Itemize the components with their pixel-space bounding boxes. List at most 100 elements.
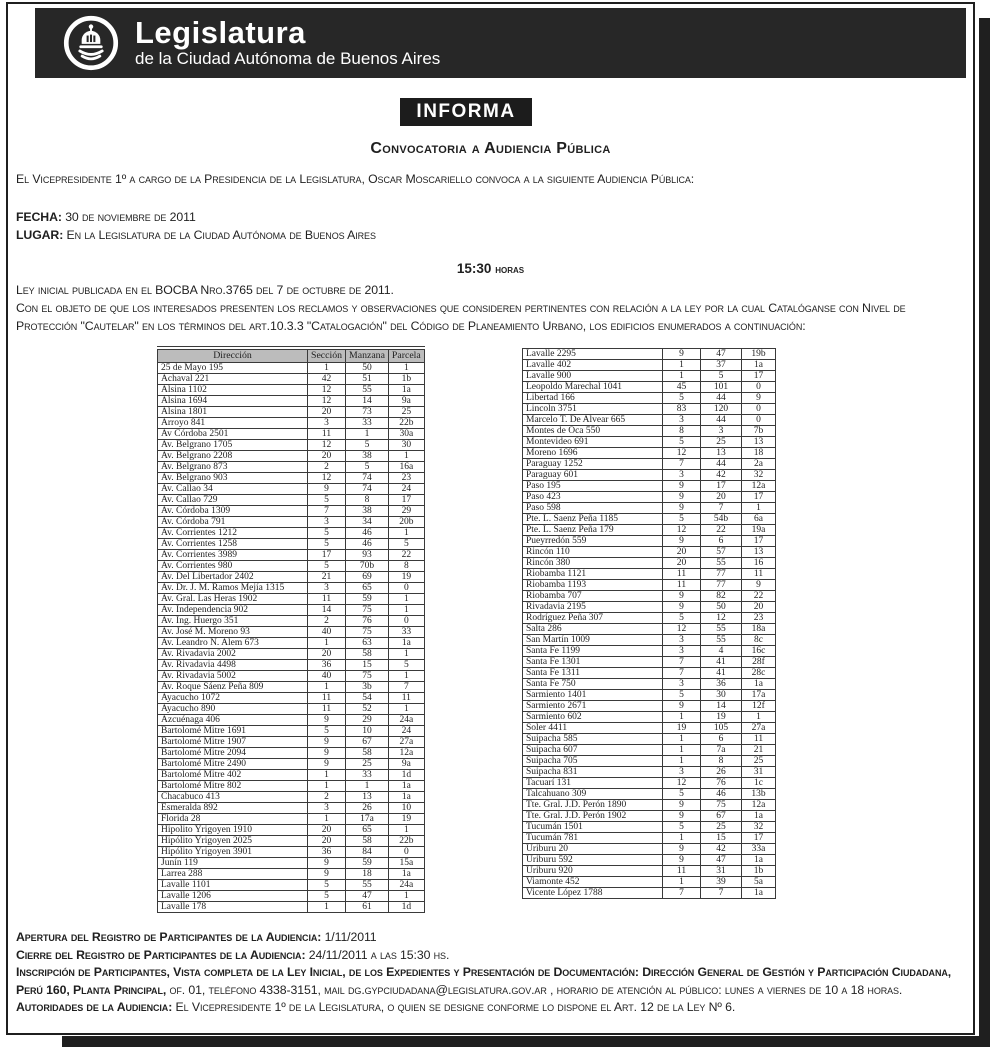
cell-parcela: 9a — [387, 758, 425, 770]
cell-manzana: 25 — [345, 758, 389, 770]
cell-manzana: 46 — [345, 527, 389, 539]
cell-seccion: 20 — [306, 824, 347, 836]
cell-seccion: 3 — [306, 516, 347, 528]
cell-parcela: 0 — [387, 846, 425, 858]
cell-direccion: Florida 28 — [157, 813, 308, 825]
cell-direccion: Bartolomé Mitre 1907 — [157, 736, 308, 748]
table-row: Av. Del Libertador 2402 21 69 19 — [157, 571, 425, 583]
table-row: Av Córdoba 2501 11 1 30a — [157, 428, 425, 440]
table-row: Alsina 1694 12 14 9a — [157, 395, 425, 407]
cell-manzana: 34 — [345, 516, 389, 528]
cell-manzana: 38 — [345, 450, 389, 462]
table-row: Lavalle 178 1 61 1d — [157, 901, 425, 913]
cell-seccion: 9 — [662, 348, 701, 360]
table-row: Lincoln 3751 83 120 0 — [522, 403, 776, 415]
cell-manzana: 5 — [700, 370, 742, 382]
cell-parcela: 5 — [387, 659, 425, 671]
buildings-table-right-wrap: Lavalle 2295 9 47 19b Lavalle 402 1 37 1a Lavall… — [522, 348, 776, 899]
table-row: Av. Corrientes 980 5 70b 8 — [157, 560, 425, 572]
cell-direccion: Tacuarí 131 — [522, 777, 663, 789]
cell-parcela: 13 — [741, 546, 776, 558]
cell-manzana: 41 — [700, 656, 742, 668]
cell-manzana: 12 — [700, 612, 742, 624]
table-row: Av. Corrientes 1258 5 46 5 — [157, 538, 425, 550]
cell-seccion: 19 — [662, 722, 701, 734]
legislatura-logo-icon — [63, 15, 119, 71]
table-row: Av. Independencia 902 14 75 1 — [157, 604, 425, 616]
doc-title: Convocatoria a Audiencia Pública — [370, 140, 611, 157]
cell-manzana: 7a — [700, 744, 742, 756]
cell-manzana: 25 — [700, 436, 742, 448]
table-row: Leopoldo Marechal 1041 45 101 0 — [522, 381, 776, 393]
cell-seccion: 5 — [662, 821, 701, 833]
table-row: Junín 119 9 59 15a — [157, 857, 425, 869]
cell-seccion: 20 — [306, 835, 347, 847]
cell-parcela: 22b — [387, 417, 425, 429]
cell-direccion: Ayacucho 890 — [157, 703, 308, 715]
cell-seccion: 36 — [306, 659, 347, 671]
cell-parcela: 12a — [741, 799, 776, 811]
cell-seccion: 3 — [662, 634, 701, 646]
table-row: Suipacha 585 1 6 11 — [522, 733, 776, 745]
cell-seccion: 9 — [306, 857, 347, 869]
cell-direccion: Paso 195 — [522, 480, 663, 492]
cell-parcela: 9 — [741, 579, 776, 591]
table-row: Suipacha 607 1 7a 21 — [522, 744, 776, 756]
cell-direccion: Rincón 380 — [522, 557, 663, 569]
cell-seccion: 5 — [662, 612, 701, 624]
cell-direccion: Riobamba 1193 — [522, 579, 663, 591]
table-row: Av. José M. Moreno 93 40 75 33 — [157, 626, 425, 638]
cell-manzana: 70b — [345, 560, 389, 572]
cell-direccion: Bartolomé Mitre 802 — [157, 780, 308, 792]
table-row: Libertad 166 5 44 9 — [522, 392, 776, 404]
cell-direccion: Rivadavia 2195 — [522, 601, 663, 613]
cell-manzana: 82 — [700, 590, 742, 602]
cell-manzana: 74 — [345, 472, 389, 484]
cell-parcela: 0 — [741, 403, 776, 415]
cell-seccion: 9 — [306, 868, 347, 880]
cell-parcela: 1 — [387, 890, 425, 902]
cell-seccion: 5 — [306, 494, 347, 506]
cell-seccion: 3 — [306, 802, 347, 814]
table-row: Tte. Gral. J.D. Perón 1902 9 67 1a — [522, 810, 776, 822]
cell-direccion: Lavalle 900 — [522, 370, 663, 382]
cell-parcela: 29 — [387, 505, 425, 517]
cell-seccion: 3 — [662, 469, 701, 481]
cell-seccion: 7 — [662, 458, 701, 470]
table-row: Florida 28 1 17a 19 — [157, 813, 425, 825]
header-text: Legislatura de la Ciudad Autónoma de Bue… — [135, 17, 440, 69]
cell-parcela: 1d — [387, 901, 425, 913]
cell-parcela: 1a — [387, 791, 425, 803]
cell-seccion: 9 — [306, 714, 347, 726]
cell-parcela: 9 — [741, 392, 776, 404]
cell-seccion: 1 — [306, 901, 347, 913]
hora-line: 15:30 horas — [8, 261, 973, 276]
cell-parcela: 1a — [741, 887, 776, 899]
cell-manzana: 105 — [700, 722, 742, 734]
cell-manzana: 54 — [345, 692, 389, 704]
cell-manzana: 58 — [345, 835, 389, 847]
cell-seccion: 12 — [662, 623, 701, 635]
cell-parcela: 13b — [741, 788, 776, 800]
cell-direccion: Hipólito Yrigoyen 2025 — [157, 835, 308, 847]
cell-parcela: 7 — [387, 681, 425, 693]
cell-seccion: 3 — [306, 582, 347, 594]
cell-manzana: 76 — [345, 615, 389, 627]
cell-direccion: Paso 598 — [522, 502, 663, 514]
cell-direccion: Rodríguez Peña 307 — [522, 612, 663, 624]
table-row: Av. Roque Sáenz Peña 809 1 3b 7 — [157, 681, 425, 693]
cell-direccion: Av. Gral. Las Heras 1902 — [157, 593, 308, 605]
cell-seccion: 2 — [306, 461, 347, 473]
cell-seccion: 3 — [662, 766, 701, 778]
cell-manzana: 76 — [700, 777, 742, 789]
cell-direccion: Av. Roque Sáenz Peña 809 — [157, 681, 308, 693]
cell-parcela: 1a — [741, 359, 776, 371]
cell-seccion: 1 — [662, 370, 701, 382]
cell-manzana: 77 — [700, 568, 742, 580]
cell-seccion: 5 — [662, 392, 701, 404]
table-row: Sarmiento 2671 9 14 12f — [522, 700, 776, 712]
cell-manzana: 55 — [700, 623, 742, 635]
table-row: Bartolomé Mitre 402 1 33 1d — [157, 769, 425, 781]
cell-seccion: 9 — [662, 491, 701, 503]
table-row: Hipolito Yrigoyen 1910 20 65 1 — [157, 824, 425, 836]
